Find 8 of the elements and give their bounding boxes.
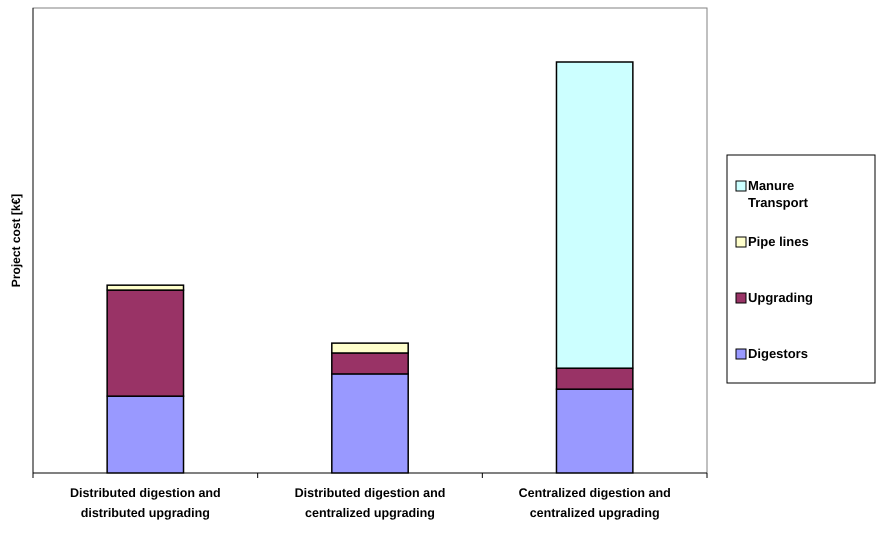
legend-label: Pipe lines	[748, 234, 809, 249]
x-tick-label: Centralized digestion and centralized upgrading	[518, 486, 671, 520]
legend-label: Upgrading	[748, 290, 814, 305]
x-tick-label: Distributed digestion and distributed upgrading	[70, 486, 221, 520]
y-axis-title: Project cost [k€]	[9, 194, 23, 288]
legend-label: Manure Transport	[748, 178, 809, 210]
legend-label: Digestors	[748, 346, 808, 361]
x-tick-label: Distributed digestion and centralized upgrading	[294, 486, 446, 520]
